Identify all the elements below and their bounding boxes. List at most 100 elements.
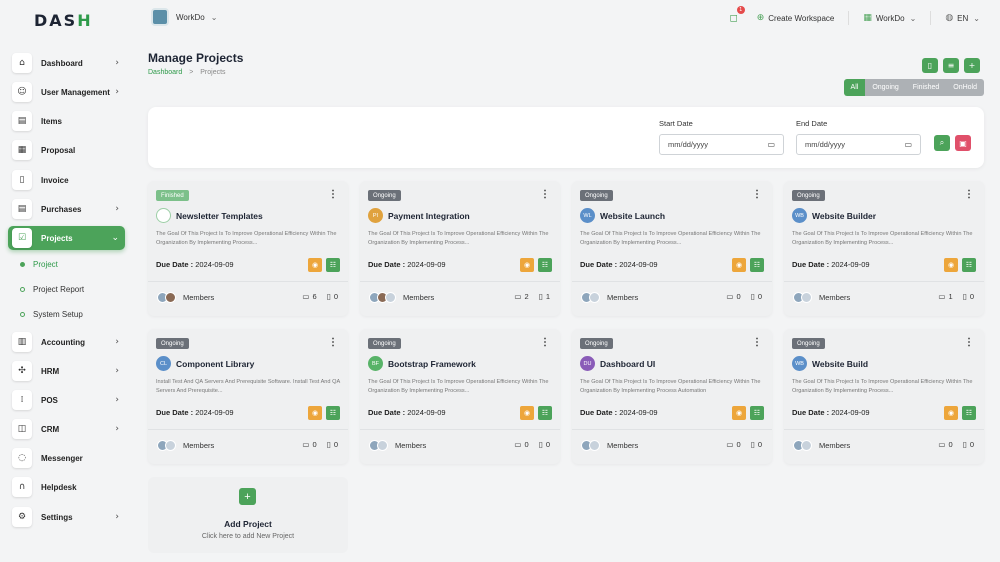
tab-finished[interactable]: Finished: [905, 79, 947, 96]
task-list-icon[interactable]: ☷: [750, 258, 764, 272]
tab-all[interactable]: All: [843, 79, 866, 96]
sidebar-item-user-management[interactable]: ☺ User Management ›: [8, 80, 125, 104]
project-title[interactable]: BF Bootstrap Framework: [368, 356, 476, 371]
more-options-icon[interactable]: ⋮: [540, 337, 550, 348]
submenu-item-project[interactable]: Project: [20, 260, 58, 269]
create-workspace-button[interactable]: ⊕ Create Workspace: [756, 13, 835, 23]
more-options-icon[interactable]: ⋮: [752, 337, 762, 348]
start-date-input[interactable]: mm/dd/yyyy ▭: [659, 134, 784, 155]
project-name[interactable]: Website Launch: [600, 210, 666, 221]
project-title[interactable]: PI Payment Integration: [368, 208, 470, 223]
view-eye-icon[interactable]: ◉: [732, 406, 746, 420]
add-project-card[interactable]: + Add Project Click here to add New Proj…: [148, 477, 348, 553]
project-name[interactable]: Bootstrap Framework: [388, 358, 476, 369]
tab-onhold[interactable]: OnHold: [946, 79, 984, 96]
comments-count: ▭ 2: [514, 292, 529, 301]
sidebar-item-proposal[interactable]: ▦ Proposal: [8, 138, 125, 162]
member-avatar[interactable]: [589, 440, 600, 451]
project-name[interactable]: Website Build: [812, 358, 869, 369]
project-title[interactable]: CL Component Library: [156, 356, 254, 371]
task-list-icon[interactable]: ☷: [538, 406, 552, 420]
project-title[interactable]: WL Website Launch: [580, 208, 665, 223]
more-options-icon[interactable]: ⋮: [964, 337, 974, 348]
project-title[interactable]: DU Dashboard UI: [580, 356, 655, 371]
sidebar-item-settings[interactable]: ⚙ Settings ›: [8, 505, 125, 529]
workspace-switcher[interactable]: WorkDo ⌄: [151, 8, 217, 26]
notification-chat-icon[interactable]: ◻ 1: [725, 6, 745, 27]
search-button[interactable]: ⌕: [934, 135, 950, 151]
top-bar: WorkDo ⌄ ◻ 1 ⊕ Create Workspace ▦ WorkDo ⌄ ◍…: [136, 0, 1000, 38]
language-selector[interactable]: ◍ EN ⌄: [945, 13, 980, 23]
sidebar-item-label: CRM: [41, 424, 60, 434]
submenu-item-project-report[interactable]: Project Report: [20, 285, 84, 294]
task-list-icon[interactable]: ☷: [326, 406, 340, 420]
comments-count: ▭ 0: [726, 440, 741, 449]
project-name[interactable]: Component Library: [176, 358, 255, 369]
end-date-input[interactable]: mm/dd/yyyy ▭: [796, 134, 921, 155]
sidebar-item-items[interactable]: ▤ Items: [8, 109, 125, 133]
calendar-icon[interactable]: ▭: [767, 140, 775, 149]
member-avatar[interactable]: [165, 292, 176, 303]
bullet-icon: [20, 312, 25, 317]
workspace-menu[interactable]: ▦ WorkDo ⌄: [863, 13, 917, 23]
trash-icon: ▣: [959, 138, 967, 148]
settings-gear-icon: ⚙: [12, 507, 32, 527]
list-view-button[interactable]: ≡: [943, 58, 959, 73]
task-list-icon[interactable]: ☷: [538, 258, 552, 272]
project-title[interactable]: WB Website Builder: [792, 208, 876, 223]
view-eye-icon[interactable]: ◉: [520, 258, 534, 272]
sidebar-item-helpdesk[interactable]: ∩ Helpdesk: [8, 475, 125, 499]
view-eye-icon[interactable]: ◉: [944, 406, 958, 420]
task-list-icon[interactable]: ☷: [326, 258, 340, 272]
add-project-button[interactable]: +: [964, 58, 980, 73]
reset-button[interactable]: ▣: [955, 135, 971, 151]
project-name[interactable]: Newsletter Templates: [176, 210, 263, 221]
view-eye-icon[interactable]: ◉: [944, 258, 958, 272]
task-list-icon[interactable]: ☷: [962, 258, 976, 272]
task-list-icon[interactable]: ☷: [750, 406, 764, 420]
project-title[interactable]: WB Website Build: [792, 356, 868, 371]
breadcrumb-dashboard-link[interactable]: Dashboard: [148, 69, 183, 76]
sidebar-item-crm[interactable]: ◫ CRM ›: [8, 417, 125, 441]
more-options-icon[interactable]: ⋮: [540, 189, 550, 200]
sidebar-item-invoice[interactable]: ▯ Invoice: [8, 168, 125, 192]
view-eye-icon[interactable]: ◉: [520, 406, 534, 420]
sidebar-item-accounting[interactable]: ▥ Accounting ›: [8, 330, 125, 354]
sidebar-item-hrm[interactable]: ✣ HRM ›: [8, 359, 125, 383]
member-avatar[interactable]: [385, 292, 396, 303]
card-divider: [572, 281, 772, 282]
sidebar-item-dashboard[interactable]: ⌂ Dashboard ›: [8, 51, 125, 75]
submenu-item-system-setup[interactable]: System Setup: [20, 310, 83, 319]
sidebar-item-purchases[interactable]: ▤ Purchases ›: [8, 197, 125, 221]
more-options-icon[interactable]: ⋮: [328, 189, 338, 200]
project-title[interactable]: Newsletter Templates: [156, 208, 263, 223]
dash-logo[interactable]: DASH: [34, 11, 93, 30]
member-avatar[interactable]: [377, 440, 388, 451]
plus-icon[interactable]: +: [239, 488, 256, 505]
project-name[interactable]: Payment Integration: [388, 210, 470, 221]
member-avatar[interactable]: [801, 292, 812, 303]
status-badge: Ongoing: [580, 338, 613, 349]
export-file-button[interactable]: ▯: [922, 58, 938, 73]
calendar-icon[interactable]: ▭: [904, 140, 912, 149]
member-avatar[interactable]: [589, 292, 600, 303]
member-avatar[interactable]: [801, 440, 812, 451]
members-label: Members: [403, 293, 435, 302]
sidebar-item-projects[interactable]: ☑ Projects ⌄: [8, 226, 125, 250]
more-options-icon[interactable]: ⋮: [752, 189, 762, 200]
task-list-icon[interactable]: ☷: [962, 406, 976, 420]
tab-ongoing[interactable]: Ongoing: [865, 79, 906, 96]
view-eye-icon[interactable]: ◉: [732, 258, 746, 272]
project-name[interactable]: Website Builder: [812, 210, 877, 221]
more-options-icon[interactable]: ⋮: [328, 337, 338, 348]
project-name[interactable]: Dashboard UI: [600, 358, 656, 369]
view-eye-icon[interactable]: ◉: [308, 406, 322, 420]
sidebar-item-pos[interactable]: ⁞ POS ›: [8, 388, 125, 412]
sidebar-item-messenger[interactable]: ◌ Messenger: [8, 446, 125, 470]
more-options-icon[interactable]: ⋮: [964, 189, 974, 200]
member-avatar[interactable]: [165, 440, 176, 451]
members-group: Members: [793, 440, 850, 451]
files-count: ▯ 1: [538, 292, 550, 301]
card-divider: [784, 281, 984, 282]
view-eye-icon[interactable]: ◉: [308, 258, 322, 272]
